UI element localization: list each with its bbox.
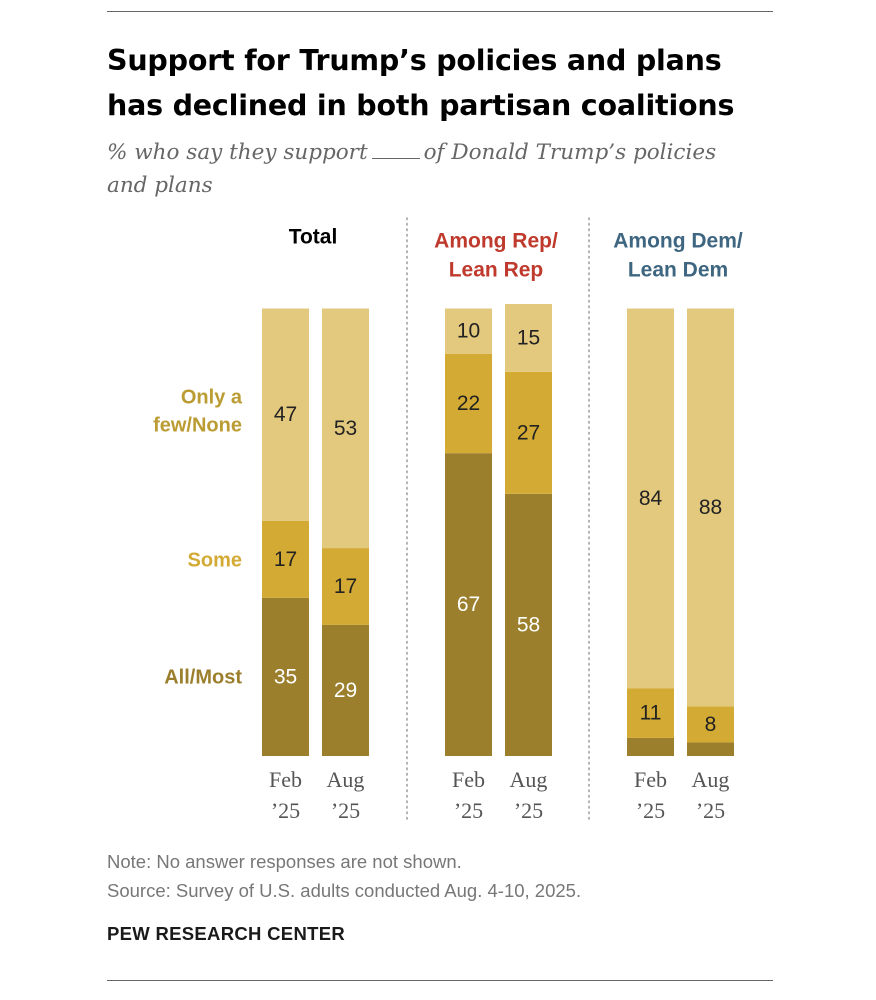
subtitle-part-2: of Donald Trump’s policies: [423, 140, 717, 165]
bar-segment-all-most: [627, 737, 674, 756]
source-text: Source: Survey of U.S. adults conducted …: [107, 880, 582, 901]
subtitle-blank: [371, 158, 420, 159]
x-axis-label: Feb: [269, 767, 302, 792]
bar-segment-few-none: [445, 308, 492, 354]
data-label: 10: [457, 320, 480, 343]
bar-segment-some: [322, 548, 369, 625]
subtitle-part-3: and plans: [107, 173, 213, 198]
data-label: 15: [517, 326, 540, 349]
data-label: 8: [705, 713, 717, 736]
data-label: 27: [517, 421, 540, 444]
x-axis-label: ’25: [514, 798, 543, 823]
data-label: 58: [517, 613, 540, 636]
bottom-rule: [107, 980, 773, 981]
x-axis-label: ’25: [696, 798, 725, 823]
data-label: 67: [457, 593, 480, 616]
data-label: 53: [334, 417, 357, 440]
bar-segment-few-none: [322, 308, 369, 549]
x-axis-label: ’25: [271, 798, 300, 823]
bar-segment-some: [627, 688, 674, 738]
data-label: 84: [639, 487, 663, 510]
x-axis-label: Feb: [452, 767, 485, 792]
bar-segment-all-most: [322, 624, 369, 756]
data-label: 29: [334, 679, 357, 702]
group-header: Among Rep/: [434, 230, 558, 253]
data-label: 17: [334, 575, 357, 598]
data-label: 88: [699, 496, 722, 519]
bar-segment-all-most: [687, 742, 734, 756]
x-axis-label: Aug: [692, 767, 730, 792]
data-label: 11: [640, 702, 662, 725]
top-rule: [107, 11, 773, 12]
pew-research-center-logo: PEW RESEARCH CENTER: [107, 923, 345, 944]
category-label: few/None: [153, 414, 242, 436]
chart-title: Support for Trump’s policies and plans ha…: [107, 38, 787, 128]
x-axis-label: Aug: [327, 767, 365, 792]
bar-segment-few-none: [262, 308, 309, 521]
chart-title-line-1: Support for Trump’s policies and plans: [107, 44, 722, 77]
bar-segment-all-most: [505, 493, 552, 756]
subtitle-part-1: % who say they support: [107, 140, 368, 165]
data-label: 22: [457, 392, 480, 415]
note-text: Note: No answer responses are not shown.: [107, 851, 462, 872]
category-label: Only a: [181, 386, 243, 408]
bar-segment-some: [262, 520, 309, 598]
category-label: All/Most: [164, 666, 242, 688]
chart-subtitle: % who say they support of Donald Trump’s …: [107, 136, 797, 202]
group-header: Among Dem/: [613, 230, 743, 253]
group-header: Lean Dem: [628, 259, 728, 282]
x-axis-label: ’25: [331, 798, 360, 823]
group-header: Lean Rep: [449, 259, 544, 282]
bar-segment-few-none: [627, 308, 674, 689]
x-axis-label: ’25: [636, 798, 665, 823]
x-axis-label: Aug: [510, 767, 548, 792]
bar-segment-some: [687, 706, 734, 743]
category-label: Some: [188, 549, 242, 571]
group-header: Total: [289, 226, 338, 249]
bar-segment-few-none: [687, 308, 734, 707]
data-label: 17: [274, 548, 297, 571]
x-axis-label: ’25: [454, 798, 483, 823]
bar-segment-all-most: [262, 597, 309, 756]
bar-segment-some: [505, 371, 552, 494]
x-axis-label: Feb: [634, 767, 667, 792]
data-label: 47: [274, 403, 297, 426]
bar-segment-some: [445, 353, 492, 454]
data-label: 35: [274, 665, 297, 688]
bar-segment-few-none: [505, 304, 552, 372]
bar-segment-all-most: [445, 453, 492, 756]
chart-title-line-2: has declined in both partisan coalitions: [107, 89, 735, 122]
